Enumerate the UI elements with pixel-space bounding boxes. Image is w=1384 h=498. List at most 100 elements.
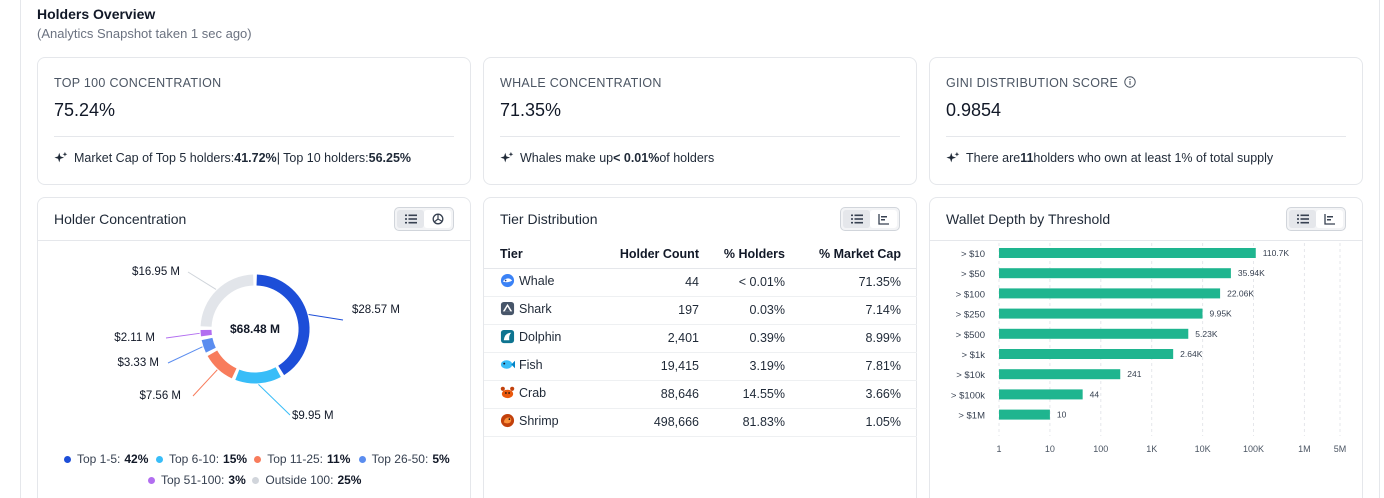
bar[interactable]	[999, 369, 1121, 380]
divider	[946, 136, 1346, 137]
list-icon	[850, 214, 863, 224]
market-cap-pct-cell: 7.81%	[785, 352, 917, 381]
legend-pct: 11%	[327, 452, 351, 466]
x-tick-label: 1M	[1298, 444, 1311, 454]
panel-header-divider	[930, 240, 1362, 241]
bar[interactable]	[999, 409, 1050, 420]
donut-slice[interactable]	[200, 274, 254, 328]
y-category-label: > $250	[956, 310, 985, 321]
donut-slice[interactable]	[256, 274, 310, 376]
tier-distribution-panel: Tier Distribution Tier Holder Count % Ho…	[483, 197, 917, 498]
divider	[500, 136, 900, 137]
table-row[interactable]: Shrimp 498,666 81.83% 1.05%	[484, 408, 917, 437]
shrimp-icon	[500, 413, 515, 428]
stat-label: TOP 100 CONCENTRATION	[54, 76, 222, 90]
table-row[interactable]: Whale 44 < 0.01% 71.35%	[484, 268, 917, 297]
legend-item[interactable]: Top 51-100: 3%	[148, 473, 246, 487]
info-icon[interactable]	[1124, 76, 1136, 88]
snapshot-subtitle: (Analytics Snapshot taken 1 sec ago)	[37, 26, 252, 41]
y-category-label: > $50	[961, 269, 985, 280]
market-cap-pct-cell: 8.99%	[785, 324, 917, 353]
bar-view-button[interactable]	[1316, 210, 1343, 228]
panel-title: Wallet Depth by Threshold	[946, 211, 1111, 227]
crab-icon	[500, 386, 515, 399]
legend-item[interactable]: Outside 100: 25%	[252, 473, 361, 487]
donut-slice[interactable]	[207, 350, 237, 379]
holders-pct-cell: 3.19%	[699, 352, 785, 381]
stat-note: Market Cap of Top 5 holders: 41.72% | To…	[54, 151, 411, 165]
market-cap-pct-cell: 1.05%	[785, 408, 917, 437]
table-row[interactable]: Shark 197 0.03% 7.14%	[484, 296, 917, 325]
legend-pct: 15%	[223, 452, 248, 466]
table-row[interactable]: Crab 88,646 14.55% 3.66%	[484, 380, 917, 409]
donut-slice[interactable]	[201, 337, 216, 353]
list-icon	[404, 214, 417, 224]
list-view-button[interactable]	[843, 210, 870, 228]
bar-value-label: 241	[1127, 369, 1141, 379]
divider	[54, 136, 454, 137]
column-header[interactable]: Tier	[484, 240, 594, 269]
slice-leader-line	[308, 314, 344, 321]
tier-label: Fish	[519, 357, 543, 372]
legend-label: Outside 100:	[265, 473, 334, 487]
legend-item[interactable]: Top 11-25: 11%	[254, 452, 350, 466]
bar[interactable]	[999, 248, 1256, 258]
holder-count-cell: 498,666	[594, 408, 699, 437]
sparkle-icon	[500, 151, 514, 163]
x-tick-label: 1	[996, 444, 1001, 454]
list-view-button[interactable]	[1289, 210, 1316, 228]
slice-amount-label: $3.33 M	[117, 357, 159, 369]
y-category-label: > $10k	[956, 370, 985, 381]
whale-icon	[500, 273, 515, 288]
bar-chart-icon	[1323, 214, 1335, 225]
donut-center-label: $68.48 M	[230, 322, 280, 336]
stat-label: GINI DISTRIBUTION SCORE	[946, 76, 1136, 90]
page-title: Holders Overview	[37, 6, 156, 22]
tier-cell: Crab	[484, 380, 594, 409]
y-category-label: > $10	[961, 249, 985, 260]
column-header[interactable]: % Market Cap	[785, 240, 917, 269]
panel-header-divider	[38, 240, 470, 241]
tier-table: Tier Holder Count % Holders % Market Cap…	[484, 240, 917, 437]
wallet-depth-panel: Wallet Depth by Threshold 1 10 100 1K 10K 100…	[929, 197, 1363, 498]
table-row[interactable]: Dolphin 2,401 0.39% 8.99%	[484, 324, 917, 353]
stat-value: 71.35%	[500, 100, 562, 120]
legend-dot	[254, 455, 262, 463]
legend-item[interactable]: Top 1-5: 42%	[64, 452, 148, 466]
list-view-button[interactable]	[397, 210, 424, 228]
holder-count-cell: 19,415	[594, 352, 699, 381]
bar-value-label: 35.94K	[1238, 268, 1265, 278]
column-header[interactable]: Holder Count	[594, 240, 699, 269]
panel-title: Tier Distribution	[500, 211, 598, 227]
bar-view-button[interactable]	[870, 210, 897, 228]
bar-value-label: 10	[1057, 410, 1067, 420]
holders-pct-cell: 0.39%	[699, 324, 785, 353]
market-cap-pct-cell: 7.14%	[785, 296, 917, 325]
pie-view-button[interactable]	[424, 210, 451, 228]
dolphin-icon	[500, 329, 515, 344]
tier-cell: Whale	[484, 268, 594, 297]
x-tick-label: 1K	[1146, 444, 1157, 454]
bar[interactable]	[999, 308, 1203, 319]
holder-count-cell: 2,401	[594, 324, 699, 353]
bar[interactable]	[999, 268, 1231, 279]
legend-item[interactable]: Top 26-50: 5%	[358, 452, 450, 466]
bar[interactable]	[999, 328, 1189, 339]
bar[interactable]	[999, 389, 1083, 400]
x-tick-label: 10K	[1195, 444, 1211, 454]
holder-count-cell: 44	[594, 268, 699, 297]
bar[interactable]	[999, 288, 1221, 299]
x-tick-label: 100	[1093, 444, 1108, 454]
panel-title: Holder Concentration	[54, 211, 187, 227]
stat-card-whale: WHALE CONCENTRATION 71.35% Whales make u…	[483, 57, 917, 185]
stat-note: Whales make up < 0.01% of holders	[500, 151, 714, 165]
column-header[interactable]: % Holders	[699, 240, 785, 269]
table-row[interactable]: Fish 19,415 3.19% 7.81%	[484, 352, 917, 381]
legend-pct: 5%	[432, 452, 450, 466]
x-tick-label: 5M	[1334, 444, 1347, 454]
y-category-label: > $500	[956, 330, 985, 341]
bar[interactable]	[999, 349, 1174, 359]
donut-slice[interactable]	[235, 367, 281, 384]
legend-item[interactable]: Top 6-10: 15%	[156, 452, 247, 466]
slice-amount-label: $16.95 M	[132, 266, 180, 278]
